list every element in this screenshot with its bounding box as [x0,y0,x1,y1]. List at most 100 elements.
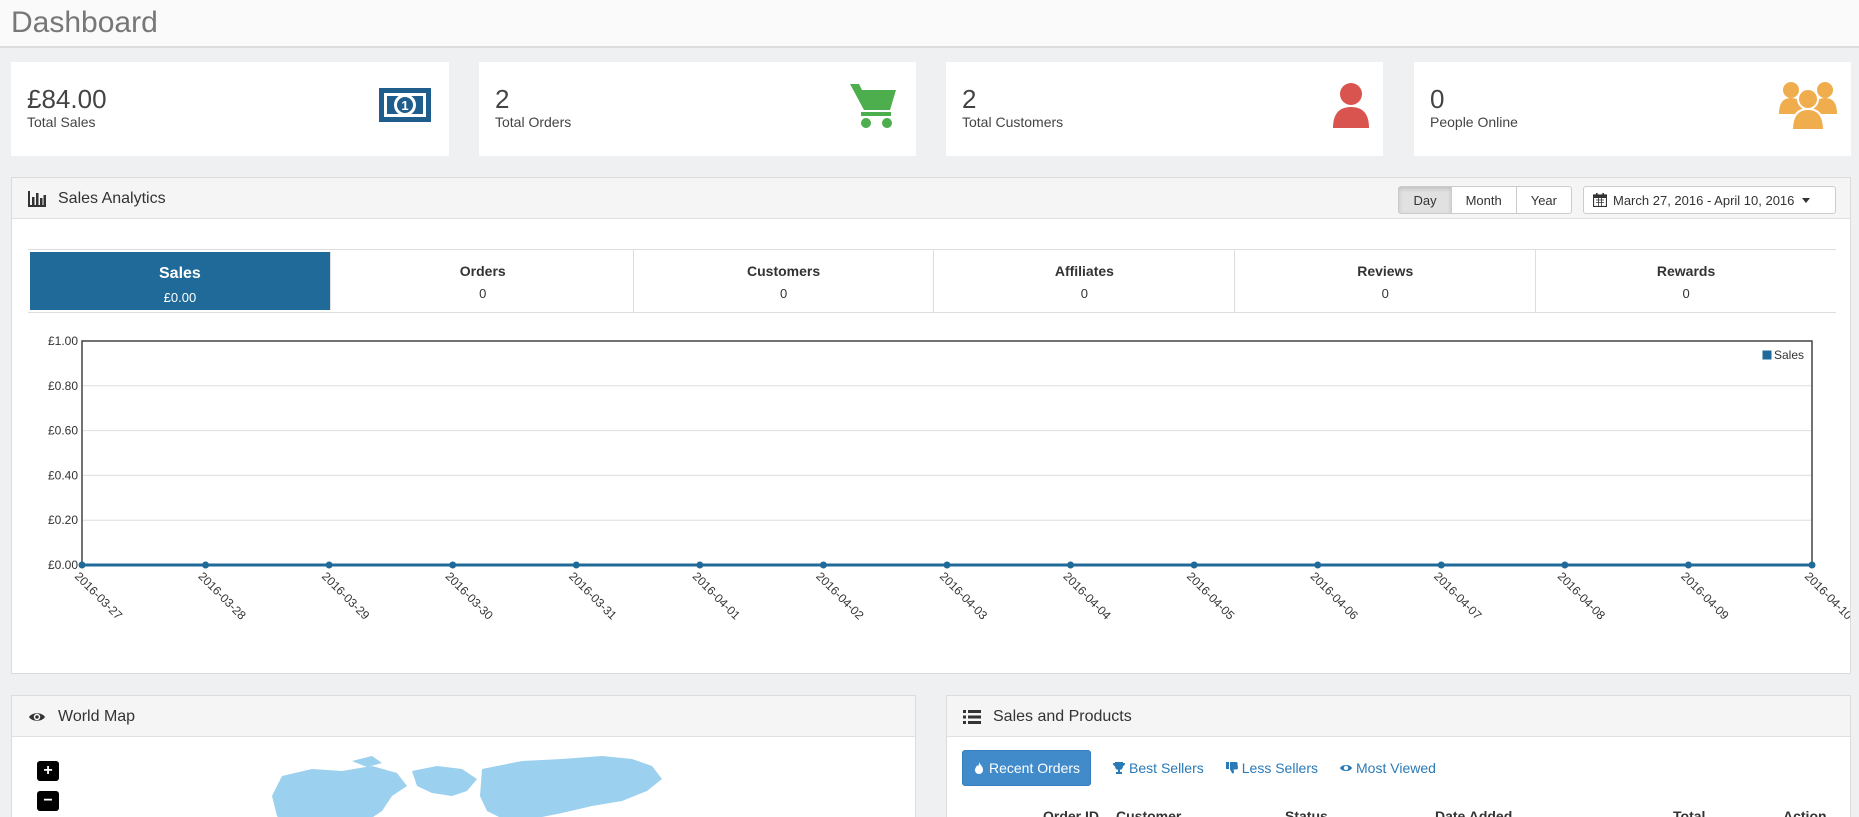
bar-chart-icon [28,191,46,207]
y-tick-label: £0.40 [48,468,78,482]
column-header[interactable]: Status [1285,808,1328,817]
stat-label: Total Orders [495,114,572,130]
tab-label: Less Sellers [1241,760,1319,776]
map-zoom-in-button[interactable]: + [37,761,59,781]
data-point [572,561,580,569]
column-header: Action [1783,808,1827,817]
data-point [696,561,704,569]
tab-label: Most Viewed [1356,760,1436,776]
tab-label: Recent Orders [989,760,1081,776]
svg-text:1: 1 [401,98,408,113]
tab-value: 0 [1381,286,1389,301]
tab-affiliates[interactable]: Affiliates 0 [934,250,1236,312]
x-tick-label: 2016-04-02 [813,569,867,623]
data-point [1437,561,1445,569]
x-tick-label: 2016-04-07 [1431,569,1485,623]
data-point [1190,561,1198,569]
x-tick-label: 2016-04-05 [1184,569,1238,623]
date-range-picker[interactable]: March 27, 2016 - April 10, 2016 [1583,186,1836,214]
tab-orders[interactable]: Orders 0 [333,250,634,312]
stat-card-total-customers: 2 Total Customers [946,62,1383,156]
page-title: Dashboard [11,6,158,39]
data-point [943,561,951,569]
legend-swatch [1761,349,1773,361]
tab-customers[interactable]: Customers 0 [634,250,935,312]
tab-label: Sales [159,265,201,282]
trophy-icon [1113,762,1126,774]
panel-title: Sales and Products [993,708,1132,725]
column-header[interactable]: Date Added [1435,808,1513,817]
tab-best-sellers[interactable]: Best Sellers [1113,760,1204,776]
data-point [1561,561,1569,569]
user-icon [1333,83,1369,128]
x-tick-label: 2016-04-04 [1060,569,1114,623]
analytics-tabs: Sales £0.00 Orders 0 Customers 0 Affilia… [28,249,1836,313]
shopping-cart-icon [850,84,896,128]
y-tick-label: £0.20 [48,513,78,527]
money-icon: 1 [379,88,431,122]
legend-label: Sales [1774,348,1804,362]
y-tick-label: £0.60 [48,424,78,438]
x-tick-label: 2016-04-03 [937,569,991,623]
data-point [1684,561,1692,569]
tab-rewards[interactable]: Rewards 0 [1536,250,1836,312]
sales-line-chart: £0.00 £0.20 £0.40 £0.60 £0.80 £1.00 2016-03-27… [48,334,1850,623]
data-point [449,561,457,569]
tab-recent-orders[interactable]: Recent Orders [962,750,1092,786]
tab-label: Best Sellers [1129,760,1204,776]
tab-label: Reviews [1357,263,1414,279]
data-point [1067,561,1075,569]
stat-value: 2 [495,84,510,114]
x-tick-label: 2016-04-08 [1555,569,1609,623]
x-tick-label: 2016-03-31 [566,569,620,623]
period-month-button[interactable]: Month [1450,186,1517,214]
panel-heading: Sales Analytics Day Month Year March 27,… [12,178,1850,219]
sales-products-panel: Sales and Products Recent Orders Best Se… [946,695,1851,817]
column-header[interactable]: Order ID [1043,808,1100,817]
period-day-button[interactable]: Day [1398,186,1452,214]
data-point [325,561,333,569]
tab-value: 0 [1080,286,1089,301]
data-point [1808,561,1816,569]
data-point [1314,561,1322,569]
column-header[interactable]: Total [1673,808,1706,817]
page-header: Dashboard [0,0,1859,48]
stat-value: £84.00 [27,84,107,114]
data-point [78,561,86,569]
y-tick-label: £0.00 [48,558,78,572]
y-tick-label: £0.80 [48,379,78,393]
world-map[interactable] [232,751,672,817]
x-tick-label: 2016-04-01 [690,569,744,623]
stat-value: 0 [1430,84,1445,114]
sales-products-tabs: Recent Orders Best Sellers Less Sellers … [962,750,1458,786]
chevron-down-icon [1802,197,1811,203]
column-header[interactable]: Customer [1116,808,1182,817]
tab-value: £0.00 [163,290,197,305]
stat-card-total-orders: 2 Total Orders [479,62,916,156]
data-point [819,561,827,569]
tab-label: Customers [747,263,821,279]
x-tick-label: 2016-03-27 [72,569,126,623]
fire-icon [975,762,983,774]
list-icon [963,710,981,724]
tab-less-sellers[interactable]: Less Sellers [1225,760,1319,776]
calendar-icon [1593,193,1607,207]
stat-card-total-sales: £84.00 Total Sales 1 [11,62,449,156]
stat-value: 2 [962,84,977,114]
tab-sales[interactable]: Sales £0.00 [30,252,331,310]
tab-most-viewed[interactable]: Most Viewed [1340,760,1436,776]
panel-heading: Sales and Products [947,696,1850,737]
data-point [202,561,210,569]
y-tick-label: £1.00 [48,334,78,348]
eye-icon [29,713,45,721]
users-icon [1779,82,1837,130]
tab-value: 0 [479,286,487,301]
period-year-button[interactable]: Year [1515,186,1572,214]
period-button-group: Day Month Year [1398,186,1572,214]
tab-reviews[interactable]: Reviews 0 [1235,250,1537,312]
x-tick-label: 2016-03-29 [319,569,373,623]
stat-label: People Online [1430,114,1518,130]
thumbs-down-icon [1225,762,1238,774]
map-zoom-out-button[interactable]: − [37,791,59,811]
world-map-panel: World Map + − [11,695,916,817]
